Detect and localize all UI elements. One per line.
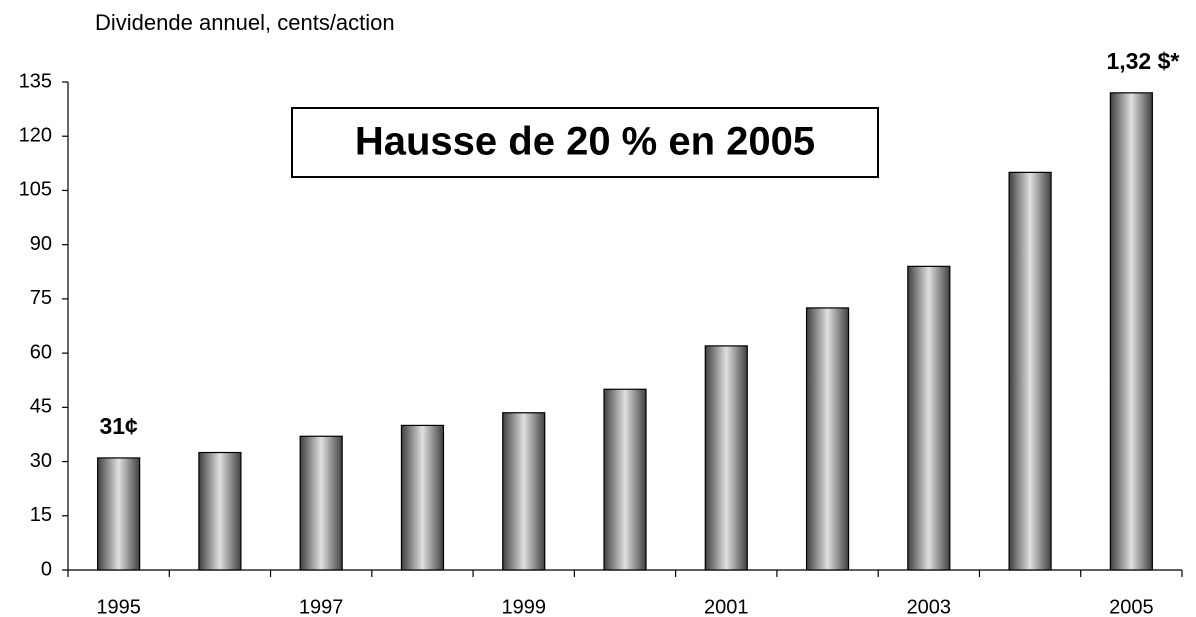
- bar: [805, 307, 850, 571]
- y-tick-label: 90: [30, 233, 52, 255]
- y-tick-label: 60: [30, 341, 52, 363]
- x-tick-label: 2001: [704, 596, 749, 617]
- bar: [198, 451, 242, 571]
- y-tick-label: 135: [19, 70, 52, 92]
- x-tick-label: 2005: [1109, 596, 1154, 617]
- bar: [400, 424, 445, 571]
- bar: [97, 457, 141, 571]
- x-tick-label: 1999: [501, 596, 546, 617]
- y-tick-label: 15: [30, 504, 52, 526]
- y-tick-label: 105: [19, 179, 52, 201]
- y-tick-label: 30: [30, 450, 52, 472]
- value-label: 31¢: [99, 413, 138, 439]
- y-tick-label: 120: [19, 125, 52, 147]
- bar: [907, 265, 951, 571]
- y-tick-label: 75: [30, 287, 52, 309]
- bar: [502, 412, 546, 571]
- y-tick-label: 45: [30, 396, 52, 418]
- y-axis-label: Dividende annuel, cents/action: [95, 10, 395, 35]
- annotation-box: [291, 107, 879, 178]
- value-label: 1,32 $*: [1106, 48, 1179, 74]
- x-tick-label: 1997: [299, 596, 344, 617]
- y-tick-label: 0: [41, 558, 52, 580]
- annotation: Hausse de 20 % en 2005: [355, 120, 815, 164]
- bar: [704, 345, 748, 571]
- x-tick-label: 2003: [907, 596, 952, 617]
- x-tick-label: 1995: [96, 596, 141, 617]
- bar: [1109, 92, 1153, 571]
- bar: [1008, 171, 1052, 571]
- bar: [603, 388, 647, 571]
- bar: [299, 435, 343, 571]
